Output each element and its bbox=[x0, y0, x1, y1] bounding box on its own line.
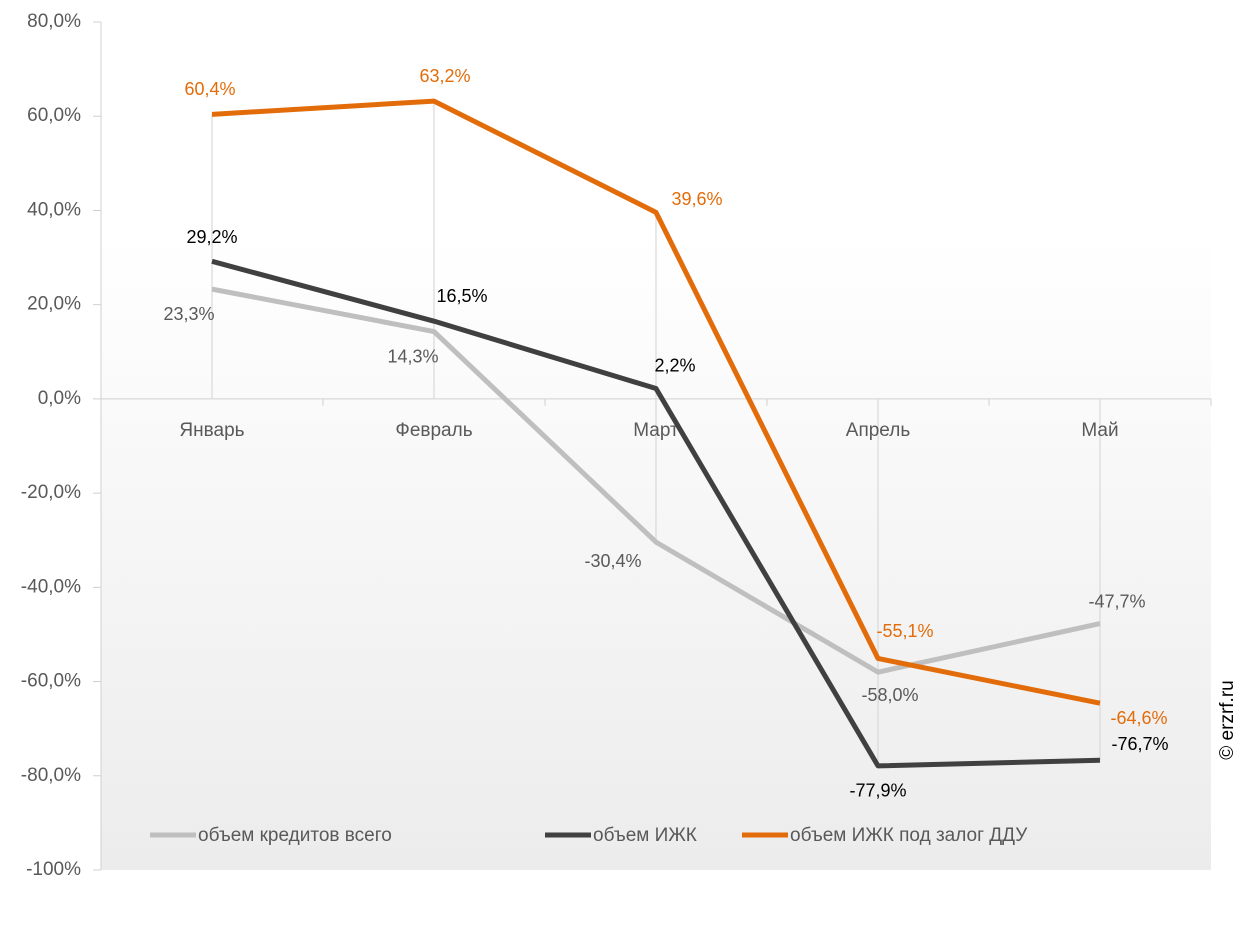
data-label: 60,4% bbox=[184, 79, 235, 99]
data-label: -47,7% bbox=[1088, 591, 1145, 611]
x-tick-label: Январь bbox=[179, 420, 244, 441]
x-tick-label: Апрель bbox=[846, 420, 911, 441]
y-tick-label: 20,0% bbox=[27, 294, 81, 315]
y-tick-label: 60,0% bbox=[27, 105, 81, 126]
y-tick-label: -60,0% bbox=[21, 671, 81, 692]
data-label: 29,2% bbox=[186, 227, 237, 247]
data-label: 63,2% bbox=[419, 66, 470, 86]
y-tick-label: -80,0% bbox=[21, 765, 81, 786]
data-label: 39,6% bbox=[671, 189, 722, 209]
y-tick-label: -20,0% bbox=[21, 482, 81, 503]
data-label: -64,6% bbox=[1110, 708, 1167, 728]
x-tick-label: Май bbox=[1081, 420, 1118, 441]
y-tick-label: 40,0% bbox=[27, 199, 81, 220]
data-label: -55,1% bbox=[876, 621, 933, 641]
data-label: 14,3% bbox=[387, 346, 438, 366]
data-label: -30,4% bbox=[584, 551, 641, 571]
data-label: 23,3% bbox=[163, 304, 214, 324]
legend-label: объем ИЖК под залог ДДУ bbox=[790, 825, 1028, 846]
y-tick-label: -40,0% bbox=[21, 576, 81, 597]
series-line bbox=[211, 98, 1101, 706]
data-label: -58,0% bbox=[861, 685, 918, 705]
data-label: -77,9% bbox=[849, 781, 906, 801]
series-line bbox=[211, 286, 1101, 675]
data-label: 16,5% bbox=[436, 286, 487, 306]
data-label: -76,7% bbox=[1111, 734, 1168, 754]
legend-label: объем кредитов всего bbox=[198, 825, 392, 846]
y-tick-label: -100% bbox=[26, 859, 81, 880]
y-tick-label: 80,0% bbox=[27, 11, 81, 32]
watermark: © erzrf.ru bbox=[1217, 680, 1238, 759]
data-label: 2,2% bbox=[654, 355, 695, 375]
y-tick-label: 0,0% bbox=[38, 388, 81, 409]
x-tick-label: Февраль bbox=[395, 420, 472, 441]
x-tick-label: Март bbox=[633, 420, 679, 441]
series-line bbox=[211, 258, 1101, 769]
legend-label: объем ИЖК bbox=[593, 825, 697, 846]
